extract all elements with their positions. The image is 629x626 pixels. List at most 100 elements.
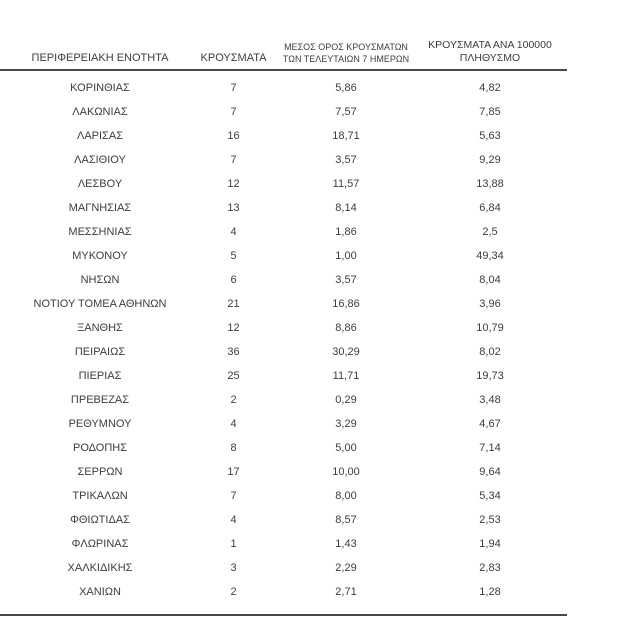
cell-cases: 8 xyxy=(230,442,237,454)
table-row: ΠΕΙΡΑΙΩΣ 36 30,29 8,02 xyxy=(0,340,567,364)
regional-cases-table: ΠΕΡΙΦΕΡΕΙΑΚΗ ΕΝΟΤΗΤΑ ΚΡΟΥΣΜΑΤΑ ΜΕΣΟΣ ΟΡΟ… xyxy=(0,0,567,616)
cell-region-name: ΡΟΔΟΠΗΣ xyxy=(72,442,128,454)
cell-per-100k: 5,34 xyxy=(479,490,501,502)
cell-avg-7days: 11,71 xyxy=(332,370,360,382)
cell-region-name: ΤΡΙΚΑΛΩΝ xyxy=(72,490,128,502)
table-row: ΦΘΙΩΤΙΔΑΣ 4 8,57 2,53 xyxy=(0,508,567,532)
cell-region-name: ΦΛΩΡΙΝΑΣ xyxy=(71,538,129,550)
table-row: ΚΟΡΙΝΘΙΑΣ 7 5,86 4,82 xyxy=(0,76,567,100)
table-row: ΝΟΤΙΟΥ ΤΟΜΕΑ ΑΘΗΝΩΝ 21 16,86 3,96 xyxy=(0,292,567,316)
table-row: ΛΑΚΩΝΙΑΣ 7 7,57 7,85 xyxy=(0,100,567,124)
cell-region-name: ΠΡΕΒΕΖΑΣ xyxy=(70,394,130,406)
cell-cases: 7 xyxy=(230,106,237,118)
cell-region-name: ΛΕΣΒΟΥ xyxy=(77,178,123,190)
table-row: ΧΑΛΚΙΔΙΚΗΣ 3 2,29 2,83 xyxy=(0,556,567,580)
cell-avg-7days: 8,14 xyxy=(335,202,357,214)
column-header-per-100k: ΚΡΟΥΣΜΑΤΑ ΑΝΑ 100000 ΠΛΗΘΥΣΜΟ xyxy=(425,39,567,69)
cell-cases: 2 xyxy=(230,586,237,598)
cell-per-100k: 9,29 xyxy=(479,154,501,166)
cell-avg-7days: 2,71 xyxy=(335,586,357,598)
table-row: ΡΕΘΥΜΝΟΥ 4 3,29 4,67 xyxy=(0,412,567,436)
cell-per-100k: 6,84 xyxy=(479,202,501,214)
cell-avg-7days: 8,00 xyxy=(335,490,357,502)
table-row: ΛΑΣΙΘΙΟΥ 7 3,57 9,29 xyxy=(0,148,567,172)
cell-per-100k: 2,5 xyxy=(482,226,498,238)
cell-cases: 6 xyxy=(230,274,237,286)
cell-per-100k: 3,48 xyxy=(479,394,501,406)
table-row: ΧΑΝΙΩΝ 2 2,71 1,28 xyxy=(0,580,567,604)
cell-per-100k: 19,73 xyxy=(476,370,504,382)
cell-avg-7days: 30,29 xyxy=(332,346,360,358)
cell-avg-7days: 0,29 xyxy=(335,394,357,406)
cell-avg-7days: 8,57 xyxy=(335,514,357,526)
table-row: ΡΟΔΟΠΗΣ 8 5,00 7,14 xyxy=(0,436,567,460)
table-row: ΝΗΣΩΝ 6 3,57 8,04 xyxy=(0,268,567,292)
cell-per-100k: 8,02 xyxy=(479,346,501,358)
cell-region-name: ΜΥΚΟΝΟΥ xyxy=(72,250,128,262)
cell-region-name: ΛΑΚΩΝΙΑΣ xyxy=(72,106,128,118)
table-row: ΠΙΕΡΙΑΣ 25 11,71 19,73 xyxy=(0,364,567,388)
cell-per-100k: 7,85 xyxy=(479,106,501,118)
cell-region-name: ΧΑΝΙΩΝ xyxy=(79,586,121,598)
cell-region-name: ΝΟΤΙΟΥ ΤΟΜΕΑ ΑΘΗΝΩΝ xyxy=(33,298,167,310)
cell-region-name: ΜΑΓΝΗΣΙΑΣ xyxy=(68,202,132,214)
cell-cases: 1 xyxy=(230,538,237,550)
cell-cases: 13 xyxy=(227,202,240,214)
cell-cases: 3 xyxy=(230,562,237,574)
cell-cases: 2 xyxy=(230,394,237,406)
cell-region-name: ΦΘΙΩΤΙΔΑΣ xyxy=(70,514,130,526)
cell-avg-7days: 5,86 xyxy=(335,82,357,94)
cell-cases: 36 xyxy=(227,346,240,358)
cell-avg-7days: 18,71 xyxy=(332,130,360,142)
cell-cases: 12 xyxy=(227,322,240,334)
cell-avg-7days: 8,86 xyxy=(335,322,357,334)
cell-per-100k: 8,04 xyxy=(479,274,501,286)
table-header-row: ΠΕΡΙΦΕΡΕΙΑΚΗ ΕΝΟΤΗΤΑ ΚΡΟΥΣΜΑΤΑ ΜΕΣΟΣ ΟΡΟ… xyxy=(0,0,567,69)
cell-avg-7days: 16,86 xyxy=(332,298,360,310)
cell-per-100k: 10,79 xyxy=(476,322,504,334)
cell-region-name: ΠΙΕΡΙΑΣ xyxy=(78,370,122,382)
cell-cases: 7 xyxy=(230,490,237,502)
column-header-per-100k-line2: ΠΛΗΘΥΣΜΟ xyxy=(459,52,521,64)
cell-region-name: ΛΑΣΙΘΙΟΥ xyxy=(74,154,126,166)
table-row: ΞΑΝΘΗΣ 12 8,86 10,79 xyxy=(0,316,567,340)
cell-avg-7days: 2,29 xyxy=(335,562,357,574)
cell-region-name: ΧΑΛΚΙΔΙΚΗΣ xyxy=(67,562,133,574)
cell-per-100k: 1,28 xyxy=(479,586,501,598)
cell-region-name: ΜΕΣΣΗΝΙΑΣ xyxy=(68,226,132,238)
cell-cases: 5 xyxy=(230,250,237,262)
cell-cases: 7 xyxy=(230,154,237,166)
table-row: ΦΛΩΡΙΝΑΣ 1 1,43 1,94 xyxy=(0,532,567,556)
cell-per-100k: 4,67 xyxy=(479,418,501,430)
cell-region-name: ΡΕΘΥΜΝΟΥ xyxy=(68,418,132,430)
column-header-per-100k-line1: ΚΡΟΥΣΜΑΤΑ ΑΝΑ 100000 xyxy=(428,39,552,51)
cell-per-100k: 2,53 xyxy=(479,514,501,526)
column-header-avg-7-days: ΜΕΣΟΣ ΟΡΟΣ ΚΡΟΥΣΜΑΤΩΝ ΤΩΝ ΤΕΛΕΥΤΑΙΩΝ 7 Η… xyxy=(267,42,425,69)
cell-avg-7days: 7,57 xyxy=(335,106,357,118)
cell-cases: 25 xyxy=(227,370,240,382)
cell-cases: 17 xyxy=(227,466,240,478)
cell-cases: 4 xyxy=(230,418,237,430)
cell-avg-7days: 5,00 xyxy=(335,442,357,454)
table-row: ΠΡΕΒΕΖΑΣ 2 0,29 3,48 xyxy=(0,388,567,412)
cell-avg-7days: 1,00 xyxy=(335,250,357,262)
cell-region-name: ΚΟΡΙΝΘΙΑΣ xyxy=(70,82,130,94)
column-header-avg-7-days-line1: ΜΕΣΟΣ ΟΡΟΣ ΚΡΟΥΣΜΑΤΩΝ xyxy=(284,42,408,52)
table-row: ΜΑΓΝΗΣΙΑΣ 13 8,14 6,84 xyxy=(0,196,567,220)
bottom-rule xyxy=(0,614,567,616)
cell-avg-7days: 1,43 xyxy=(335,538,357,550)
cell-region-name: ΠΕΙΡΑΙΩΣ xyxy=(74,346,126,358)
cell-cases: 4 xyxy=(230,226,237,238)
cell-per-100k: 13,88 xyxy=(476,178,504,190)
cell-avg-7days: 3,29 xyxy=(335,418,357,430)
table-row: ΛΑΡΙΣΑΣ 16 18,71 5,63 xyxy=(0,124,567,148)
cell-cases: 4 xyxy=(230,514,237,526)
cell-cases: 7 xyxy=(230,82,237,94)
header-rule xyxy=(0,69,567,71)
cell-avg-7days: 3,57 xyxy=(335,274,357,286)
cell-region-name: ΛΑΡΙΣΑΣ xyxy=(76,130,123,142)
table-row: ΜΥΚΟΝΟΥ 5 1,00 49,34 xyxy=(0,244,567,268)
column-header-cases: ΚΡΟΥΣΜΑΤΑ xyxy=(200,52,267,64)
cell-avg-7days: 11,57 xyxy=(332,178,360,190)
cell-per-100k: 3,96 xyxy=(479,298,501,310)
